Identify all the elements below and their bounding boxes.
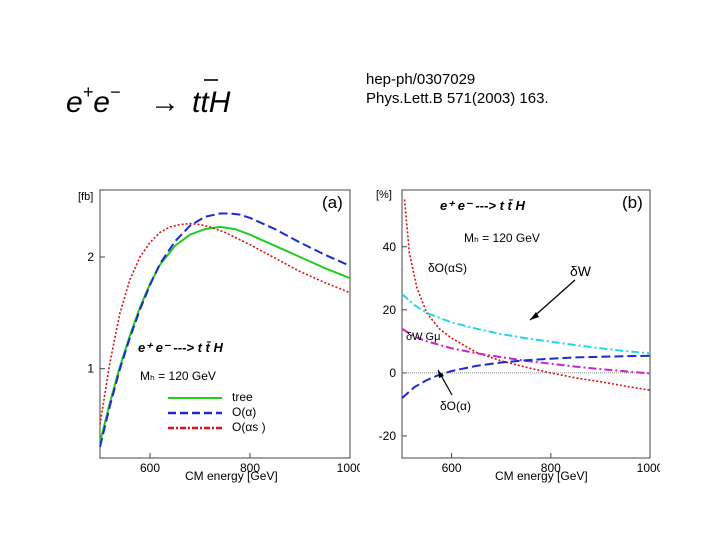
annotation-delta-oalphas: δO(αS)	[428, 261, 467, 275]
legend-tree-label: tree	[232, 390, 253, 404]
arrow-delta-w-head	[530, 312, 539, 320]
formula-antitop: t	[200, 86, 210, 119]
chart-b-xtick-label-1: 800	[541, 461, 561, 475]
chart-a-legend: tree O(α) O(αs )	[168, 390, 266, 434]
svg-text:e+e−: e+e−	[66, 82, 120, 119]
chart-b-series-2	[401, 327, 651, 375]
chart-b-series-3	[401, 354, 651, 399]
chart-b-panel-label: (b)	[622, 193, 643, 212]
chart-b-frame	[401, 189, 651, 459]
svg-text:ttH: ttH	[192, 86, 231, 119]
chart-a: [fb] (a) CM energy [GeV] 600 800 1000 1 2 e⁺…	[78, 189, 360, 483]
annotation-delta-w-gmu: δW Gμ	[406, 331, 440, 343]
chart-b-series-1	[401, 293, 651, 355]
chart-a-ylabel: [fb]	[78, 191, 93, 203]
chart-b-ytick-label-1: 0	[389, 366, 396, 380]
chart-a-xtick-label-2: 1000	[337, 461, 360, 475]
annotation-delta-oalpha: δO(α)	[440, 399, 471, 413]
chart-b-ytick-label-3: 40	[383, 240, 397, 254]
chart-b-ylabel: [%]	[376, 189, 392, 201]
formula-e-plus: e	[66, 86, 83, 119]
chart-a-xtick-label-1: 800	[240, 461, 260, 475]
arrow-delta-w-line	[529, 279, 576, 321]
reference-journal: Phys.Lett.B 571(2003) 163.	[366, 90, 549, 107]
chart-b-ytick-label-0: -20	[379, 429, 397, 443]
chart-a-xtick-label-0: 600	[140, 461, 160, 475]
chart-b-process-label: e⁺ e⁻ ---> t t̄ H	[440, 198, 525, 213]
annotation-delta-w: δW	[570, 263, 592, 279]
chart-a-panel-label: (a)	[322, 193, 343, 212]
chart-b: [%] (b) CM energy [GeV] 600 800 1000 -20 0 20…	[376, 189, 660, 483]
chart-b-xtick-label-2: 1000	[637, 461, 660, 475]
formula-top: t	[192, 86, 202, 119]
formula-higgs: H	[209, 86, 231, 119]
chart-a-ytick-label-1: 2	[87, 250, 94, 264]
chart-b-xtick-label-0: 600	[442, 461, 462, 475]
legend-oalpha-label: O(α)	[232, 405, 256, 419]
chart-a-xlabel: CM energy [GeV]	[185, 469, 278, 483]
legend-oalphas-label: O(αs )	[232, 420, 266, 434]
reference-arxiv: hep-ph/0307029	[366, 71, 476, 88]
process-formula: e+e− → ttH	[66, 79, 231, 119]
arrow-delta-oalpha-head	[438, 370, 444, 378]
chart-b-series-0	[403, 199, 651, 391]
chart-b-mass-label: Mₕ = 120 GeV	[464, 231, 540, 245]
chart-a-series-2	[99, 222, 351, 425]
chart-b-ytick-label-2: 20	[383, 303, 397, 317]
chart-a-series-1	[99, 212, 351, 448]
chart-b-xlabel: CM energy [GeV]	[495, 469, 588, 483]
chart-a-process-label: e⁺ e⁻ ---> t t̄ H	[138, 340, 223, 355]
chart-a-ytick-label-0: 1	[87, 362, 94, 376]
formula-arrow: →	[150, 86, 180, 119]
reference: hep-ph/0307029 Phys.Lett.B 571(2003) 163…	[366, 70, 549, 108]
chart-a-mass-label: Mₕ = 120 GeV	[140, 369, 216, 383]
chart-a-frame	[99, 189, 351, 459]
